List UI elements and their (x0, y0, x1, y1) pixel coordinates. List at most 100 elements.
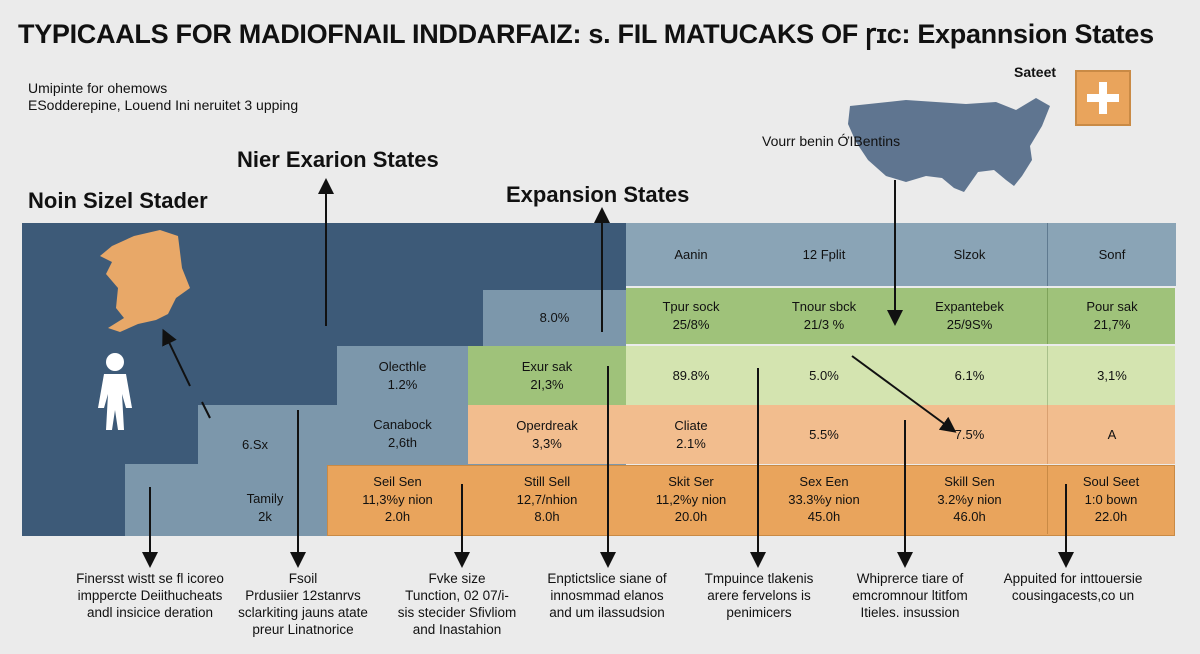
r1-c1-value: 25/8% (672, 317, 710, 332)
six-label: 6.Sx (241, 437, 268, 453)
caption-2-line-1: Fsoil (288, 571, 318, 586)
caption-5-line-3: penimicers (726, 604, 792, 620)
alaska-map-icon (100, 230, 190, 332)
heading-noin: Noin Sizel Stader (28, 188, 208, 213)
still-sell-cell: Still Sell 12,7/nhion 8.0h (468, 465, 626, 534)
olecthle-cell: Olecthle 1.2% (337, 350, 468, 402)
subtitle-line-2: ESodderepine, Louend Ini neruitet 3 uppi… (28, 97, 299, 113)
tamily-cell: Tamily 2k (225, 486, 305, 530)
page-title: TYPICAALS FOR MADIOFNAIL INDDARFAIZ: s. … (18, 19, 1154, 49)
r1-c1: Tpur sock 25/8% (626, 288, 756, 344)
col-header-2: 12 Fplit (756, 223, 892, 286)
r4-c1-pct: 11,2%y nion (655, 491, 727, 507)
r4-c1-label: Skit Ser (668, 474, 714, 490)
r4-c4: Soul Seet 1:0 bown 22.0h (1047, 465, 1174, 534)
exur-cell: Exur sak 2I,3% (468, 346, 626, 405)
olecthle-value: 1.2% (387, 377, 418, 392)
r1-c3: Expantebek 25/9S% (892, 288, 1047, 344)
heading-nier: Nier Exarion States (237, 147, 439, 172)
col-header-3: Slzok (892, 223, 1047, 286)
caption-2-line-4: preur Linatnorice (252, 621, 354, 637)
r4-c4-hours: 22.0h (1094, 509, 1128, 525)
row-4-bg (327, 465, 1175, 536)
caption-2: Fsoil Prdusiier 12stanrvs sclarkiting ja… (208, 571, 398, 639)
r2-c4: 3,1% (1047, 346, 1176, 405)
exur-label: Exur sak (521, 358, 573, 374)
r4-c1: Skit Ser 11,2%y nion 20.0h (626, 465, 756, 534)
caption-3-line-3: sis stecider Sfivliom (397, 604, 517, 620)
r3-c1: Cliate 2.1% (626, 405, 756, 464)
exur-value: 2I,3% (530, 376, 564, 392)
map-caption: Vourr benin ỚIBentins (762, 133, 901, 149)
caption-1: Finersst wistt se fl icoreo imppercte De… (55, 571, 245, 622)
subtitle-line-1: Umipinte for ohemows (28, 80, 168, 96)
map-label: Sateet (1014, 64, 1057, 80)
person-icon (98, 353, 132, 430)
tamily-name: Tamily (246, 491, 284, 507)
caption-3-line-1: Fvke size (428, 571, 486, 586)
caption-1-line-3: andl insicice deration (86, 604, 214, 620)
add-icon[interactable] (1075, 70, 1131, 126)
canabock-cell: Canabock 2,6th (337, 408, 468, 460)
caption-6: Whiprerce tiare of emcromnour ltitfom It… (815, 571, 1005, 622)
r1-c4: Pour sak 21,7% (1047, 288, 1176, 344)
step-1-value: 8.0% (539, 310, 570, 326)
caption-6-line-2: emcromnour ltitfom (852, 587, 968, 603)
r4-c2-label: Sex Een (799, 474, 849, 490)
caption-3-line-2: Tunction, 02 07/i- (405, 587, 509, 603)
r4-c3: Skill Sen 3.2%y nion 46.0h (892, 465, 1047, 534)
col-header-4: Sonf (1047, 223, 1176, 286)
sell-sen-cell: Seil Sen 11,3%y nion 2.0h (327, 465, 468, 534)
r4-c3-pct: 3.2%y nion (937, 491, 1002, 507)
r1-c4-label: Pour sak (1086, 299, 1138, 315)
caption-3: Fvke size Tunction, 02 07/i- sis stecide… (362, 571, 552, 639)
r1-c2-label: Tnour sbck (791, 299, 857, 315)
r2-c2: 5.0% (809, 367, 839, 383)
r4-c2: Sex Een 33.3%y nion 45.0h (756, 465, 892, 534)
r2-c3: 6.1% (954, 367, 985, 383)
r3-c1-value: 2.1% (676, 435, 706, 451)
r4-c4-pct: 1:0 bown (1084, 491, 1138, 507)
r1-c2: Tnour sbck 21/3 % (756, 288, 892, 344)
caption-1-line-2: imppercte Deiithucheats (77, 587, 223, 603)
sell-sen-pct: 11,3%y nion (362, 491, 433, 507)
tamily-value: 2k (258, 509, 272, 524)
caption-7: Appuited for inttouersie cousingacests,c… (978, 571, 1168, 605)
caption-4-line-1: Enptictslice siane of (547, 571, 667, 586)
caption-4-line-2: innosmmad elanos (550, 587, 664, 603)
r3-c1-label: Cliate (674, 417, 708, 433)
usa-map-icon (848, 98, 1050, 192)
r1-c1-label: Tpur sock (662, 299, 720, 315)
r1-c2-value: 21/3 % (803, 317, 845, 332)
caption-7-line-1: Appuited for inttouersie (1003, 571, 1143, 586)
r4-c1-hours: 20.0h (674, 509, 708, 525)
r4-c3-hours: 46.0h (953, 509, 986, 525)
still-sell-pct: 12,7/nhion (516, 491, 578, 507)
still-sell-label: Still Sell (523, 474, 571, 490)
heading-expansion: Expansion States (506, 182, 690, 207)
canabock-name: Canabock (373, 417, 432, 433)
operdreak-label: Operdreak (516, 417, 578, 433)
caption-5-line-2: arere fervelons is (707, 587, 811, 603)
r4-c2-hours: 45.0h (807, 509, 841, 525)
r3-c4: A (1047, 405, 1176, 464)
r1-c4-value: 21,7% (1093, 317, 1131, 332)
operdreak-value: 3,3% (532, 435, 562, 451)
caption-5: Tmpuince tlakenis arere fervelons is pen… (664, 571, 854, 622)
caption-7-line-2: cousingacests,co un (1011, 587, 1135, 603)
caption-2-line-2: Prdusiier 12stanrvs (245, 587, 361, 603)
caption-3-line-4: and Inastahion (412, 621, 502, 637)
r4-c3-label: Skill Sen (944, 474, 995, 490)
sell-sen-label: Seil Sen (373, 474, 422, 490)
caption-4-line-3: and um ilassudsion (549, 604, 665, 620)
col-header-1: Aanin (626, 223, 756, 286)
r3-c3: 7.5% (954, 426, 985, 442)
caption-2-line-3: sclarkiting jauns atate (238, 604, 368, 620)
caption-6-line-1: Whiprerce tiare of (856, 571, 964, 586)
r1-c3-value: 25/9S% (946, 317, 993, 332)
r4-c4-label: Soul Seet (1082, 474, 1140, 490)
sell-sen-hours: 2.0h (384, 509, 411, 525)
canabock-value: 2,6th (388, 435, 417, 450)
r3-c2: 5.5% (809, 426, 839, 442)
caption-1-line-1: Finersst wistt se fl icoreo (76, 571, 224, 586)
